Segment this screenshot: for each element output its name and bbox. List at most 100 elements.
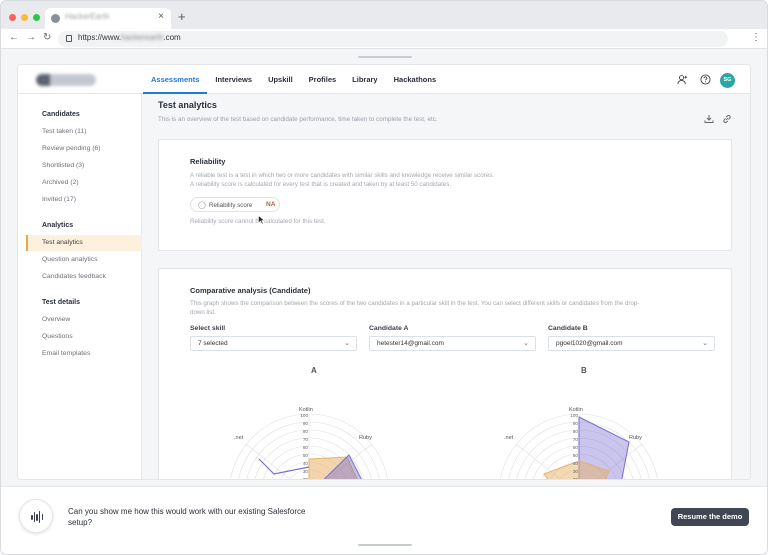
tick-label: 100 [300,413,308,418]
tick-label: 30 [573,469,579,474]
new-tab-button[interactable]: + [178,9,186,24]
tick-label: 50 [303,453,309,458]
axis-label-kotlin: Kotlin [569,407,583,413]
radar-chart-b: Kotlin Ruby .net 100 90 80 70 60 50 40 3… [500,407,658,479]
nav-assessments[interactable]: Assessments [143,65,208,94]
reliability-note: Reliability score cannot be calculated f… [190,218,326,225]
series-b-area [308,456,358,479]
chevron-down-icon: ⌄ [344,340,350,347]
nav-library[interactable]: Library [352,75,378,84]
assistant-question: Can you show me how this would work with… [68,507,306,527]
candidate-b-dropdown[interactable]: pgoel1020@gmail.com ⌄ [548,336,715,351]
company-logo[interactable] [36,74,96,86]
tab-title: HackerEarth [65,12,110,21]
tab-bar: HackerEarth × + [1,1,767,29]
tick-label: 90 [303,421,309,426]
axis-label-net: .net [504,435,514,441]
sidebar-section-candidates: Candidates [42,111,80,118]
minimize-window-button[interactable] [21,14,28,21]
nav-hackathons[interactable]: Hackathons [393,75,437,84]
browser-tab[interactable]: HackerEarth × [45,8,171,29]
voice-wave-icon[interactable] [19,499,53,533]
sidebar-item-overview[interactable]: Overview [42,316,71,323]
nav-interviews[interactable]: Interviews [215,75,253,84]
select-skill-label: Select skill [190,325,226,332]
sidebar-section-test-details: Test details [42,299,80,306]
sidebar-section-analytics: Analytics [42,222,74,229]
reliability-card: Reliability A reliable test is a test in… [158,139,732,251]
download-icon[interactable] [704,114,714,126]
select-skill-value: 7 selected [198,340,228,347]
reload-icon[interactable]: ↻ [43,32,52,43]
maximize-window-button[interactable] [33,14,40,21]
candidate-a-label: Candidate A [369,325,409,332]
reliability-score-value: NA [266,201,276,208]
radar-b-title: B [581,366,587,375]
tab-close-icon[interactable]: × [158,11,164,22]
kebab-menu-icon[interactable]: ⋮ [751,32,761,43]
sidebar-item-candidates-feedback[interactable]: Candidates feedback [42,273,106,280]
close-window-button[interactable] [9,14,16,21]
app-window: Assessments Interviews Upskill Profiles … [17,64,751,480]
tick-label: 70 [573,437,579,442]
axis-label-kotlin: Kotlin [299,407,313,413]
axis-label-ruby: Ruby [359,435,372,441]
axis-label-ruby: Ruby [629,435,642,441]
top-navigation: Assessments Interviews Upskill Profiles … [18,65,750,94]
reliability-score-label: Reliability score [209,201,253,209]
sidebar-item-question-analytics[interactable]: Question analytics [42,256,98,263]
main-nav: Assessments Interviews Upskill Profiles … [143,65,444,94]
tick-label: 30 [303,469,309,474]
tick-label: 40 [573,461,579,466]
tick-label: 20 [303,477,309,480]
main-content: Test analytics This is an overview of th… [142,94,750,480]
shield-icon: ◯ [198,202,206,209]
help-icon[interactable] [700,74,711,88]
series-a-area [323,454,362,479]
sidebar-item-review-pending[interactable]: Review pending (6) [42,145,101,152]
reliability-description-1: A reliable test is a test in which two o… [190,172,494,179]
tick-label: 70 [303,437,309,442]
tick-label: 80 [303,429,309,434]
tick-label: 60 [303,445,309,450]
series-b-area [543,460,610,479]
resume-demo-button[interactable]: Resume the demo [671,508,749,526]
assistant-bar: Can you show me how this would work with… [1,486,767,554]
page-title: Test analytics [158,100,217,110]
back-arrow-icon[interactable]: ← [9,32,19,43]
select-skill-dropdown[interactable]: 7 selected ⌄ [190,336,357,351]
add-user-icon[interactable] [677,74,688,88]
comparative-title: Comparative analysis (Candidate) [190,286,311,295]
sidebar-item-questions[interactable]: Questions [42,333,73,340]
candidate-a-dropdown[interactable]: hetester14@gmail.com ⌄ [369,336,536,351]
link-icon[interactable] [722,114,732,126]
sidebar-item-test-analytics[interactable]: Test analytics [26,235,142,251]
chevron-down-icon: ⌄ [523,340,529,347]
drag-handle-bottom[interactable] [358,544,412,546]
tick-label: 40 [303,461,309,466]
sidebar-item-shortlisted[interactable]: Shortlisted (3) [42,162,85,169]
lock-icon [66,35,72,42]
nav-profiles[interactable]: Profiles [308,75,337,84]
tick-label: 80 [573,429,579,434]
candidate-b-label: Candidate B [548,325,588,332]
favicon-icon [51,14,60,23]
sidebar-item-email-templates[interactable]: Email templates [42,350,91,357]
forward-arrow-icon[interactable]: → [26,32,36,43]
mouse-cursor-icon [258,215,266,225]
sidebar: Candidates Test taken (11) Review pendin… [18,94,142,479]
sidebar-item-archived[interactable]: Archived (2) [42,179,79,186]
avatar[interactable]: SG [720,73,735,88]
nav-upskill[interactable]: Upskill [268,75,293,84]
sidebar-item-test-taken[interactable]: Test taken (11) [42,128,87,135]
tick-label: 90 [573,421,579,426]
sidebar-item-invited[interactable]: Invited (17) [42,196,77,203]
comparative-analysis-card: Comparative analysis (Candidate) This gr… [158,268,732,480]
window-controls [9,14,40,21]
drag-handle-top[interactable] [358,56,412,58]
url-input[interactable]: https://www.hackerearth.com [58,31,728,47]
page-description: This is an overview of the test based on… [158,116,438,123]
url-text: https://www.hackerearth.com [78,33,181,42]
chevron-down-icon: ⌄ [702,340,708,347]
radar-a-title: A [311,366,317,375]
